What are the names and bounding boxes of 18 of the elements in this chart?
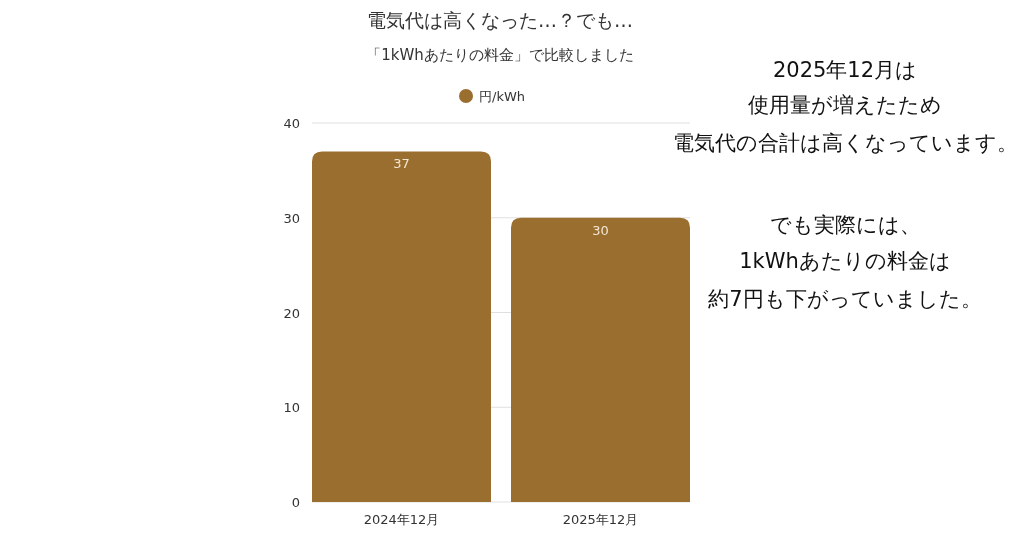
data-label: 37 — [393, 156, 410, 172]
chart-title: 電気代は高くなった…？でも… — [367, 9, 633, 31]
x-tick-label: 2024年12月 — [363, 512, 440, 527]
chart-subtitle: 「1kWhあたりの料金」で比較しました — [366, 46, 634, 64]
x-tick-label: 2025年12月 — [562, 512, 639, 527]
annotation: 電気代の合計は高くなっています。 — [672, 131, 1018, 155]
data-label: 30 — [592, 222, 609, 238]
text: 2025年12月は — [772, 58, 918, 82]
y-tick-label: 0 — [291, 495, 300, 510]
text: 約7円も下がっていました。 — [708, 287, 982, 311]
legend-label: 円/kWh — [479, 89, 526, 104]
y-tick-label: 30 — [283, 210, 300, 226]
y-tick-label: 10 — [283, 400, 300, 416]
y-tick-label: 20 — [283, 305, 300, 321]
y-tick-label: 40 — [283, 116, 300, 131]
text: 1kWhあたりの料金は — [739, 249, 951, 273]
text: 使用量が増えたため — [748, 93, 942, 117]
text: でも実際には、 — [769, 213, 921, 237]
